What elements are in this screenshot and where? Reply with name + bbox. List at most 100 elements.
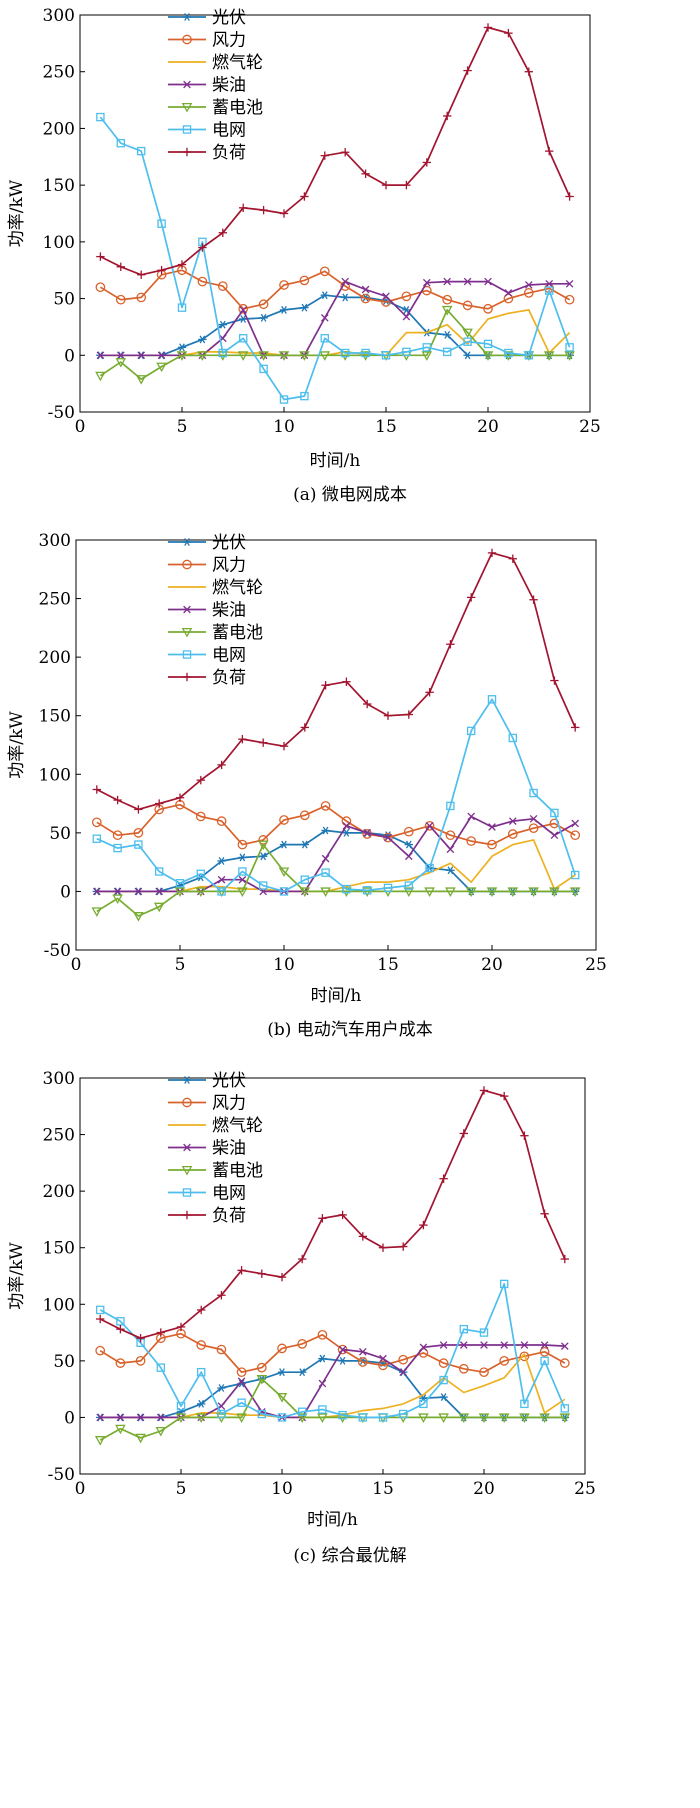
data-point xyxy=(384,833,392,842)
data-point xyxy=(155,799,164,808)
data-point xyxy=(559,1413,571,1423)
data-point xyxy=(379,1354,387,1363)
data-point xyxy=(217,760,226,770)
data-point xyxy=(550,831,559,840)
series-line xyxy=(100,26,571,276)
data-point xyxy=(484,277,492,286)
data-point xyxy=(520,1341,529,1349)
data-point xyxy=(445,830,456,841)
data-point xyxy=(459,1129,468,1138)
data-point xyxy=(92,887,101,896)
legend-item: 燃气轮 xyxy=(168,578,263,598)
legend-swatch-marker xyxy=(182,34,192,45)
y-tick-label: 200 xyxy=(43,119,75,139)
series-电网 xyxy=(96,112,574,404)
data-point xyxy=(321,681,330,690)
data-point xyxy=(218,320,227,329)
data-point xyxy=(458,1363,469,1374)
data-point xyxy=(218,348,228,358)
data-point xyxy=(257,1409,267,1419)
data-point xyxy=(539,1346,550,1357)
y-tick-label: -50 xyxy=(48,1465,75,1485)
y-tick-label: 300 xyxy=(43,1069,75,1089)
series-负荷 xyxy=(96,1086,569,1343)
data-point xyxy=(442,347,452,357)
data-point xyxy=(238,875,247,884)
y-axis-label: 功率/kW xyxy=(7,1242,27,1310)
data-point xyxy=(499,1279,509,1289)
chart-panel: 0 5 10 15 20 25-50050100150200250300时间/h功率/kW… xyxy=(7,6,601,505)
data-point xyxy=(197,351,208,361)
legend-item: 柴油 xyxy=(168,76,246,96)
data-point xyxy=(317,1329,328,1340)
data-point xyxy=(134,805,143,814)
series-line xyxy=(96,698,577,893)
data-point xyxy=(483,303,493,314)
data-point xyxy=(519,1351,530,1362)
data-point xyxy=(113,795,122,805)
data-point xyxy=(321,868,330,877)
series-line xyxy=(96,839,576,893)
figure-caption: (c) 综合最优解 xyxy=(293,1546,406,1566)
series-line xyxy=(96,815,576,893)
y-tick-label: 250 xyxy=(43,63,75,83)
data-point xyxy=(421,351,433,361)
data-point xyxy=(277,1368,287,1377)
data-point xyxy=(217,281,228,291)
data-point xyxy=(198,243,207,252)
data-point xyxy=(174,887,186,897)
data-point xyxy=(278,867,290,878)
data-point xyxy=(238,867,247,876)
data-point xyxy=(112,894,123,904)
data-point xyxy=(337,1413,348,1423)
legend-item: 负荷 xyxy=(168,143,246,163)
data-point xyxy=(299,810,310,821)
data-point xyxy=(95,1345,106,1356)
data-point xyxy=(463,337,472,346)
x-tick-label: 25 xyxy=(585,955,607,975)
data-point xyxy=(175,879,185,888)
data-point xyxy=(540,1341,549,1349)
data-point xyxy=(402,312,411,321)
data-point xyxy=(523,288,534,298)
data-point xyxy=(96,1314,105,1324)
data-point xyxy=(459,1324,469,1334)
plot-frame xyxy=(75,539,597,951)
legend-label: 光伏 xyxy=(212,1071,246,1091)
legend-swatch-marker xyxy=(182,672,192,682)
data-point xyxy=(317,1413,328,1423)
data-point xyxy=(258,881,268,890)
data-point xyxy=(300,303,309,312)
y-tick-label: -50 xyxy=(48,403,75,423)
data-point xyxy=(424,820,435,831)
data-point xyxy=(443,330,452,339)
data-point xyxy=(258,351,269,361)
data-point xyxy=(198,335,207,344)
data-point xyxy=(399,1242,408,1251)
data-point xyxy=(256,1374,268,1385)
series-柴油 xyxy=(96,1341,569,1422)
data-point xyxy=(504,348,513,358)
data-point xyxy=(422,343,432,352)
data-point xyxy=(439,1174,448,1183)
data-point xyxy=(177,260,187,269)
data-point xyxy=(439,1393,448,1401)
data-point xyxy=(297,1407,307,1416)
data-point xyxy=(442,294,453,305)
data-point xyxy=(378,1360,388,1371)
data-point xyxy=(565,280,574,288)
data-point xyxy=(363,829,372,837)
x-tick-label: 15 xyxy=(372,1479,394,1499)
data-point xyxy=(113,843,122,853)
x-axis-label: 时间/h xyxy=(310,451,361,471)
data-point xyxy=(341,148,350,157)
y-tick-label: 150 xyxy=(43,1239,75,1259)
data-point xyxy=(237,839,248,850)
legend-label: 蓄电池 xyxy=(212,1161,263,1181)
data-point xyxy=(361,285,370,294)
series-电网 xyxy=(95,1279,570,1422)
data-point xyxy=(338,1356,347,1365)
data-point xyxy=(443,111,452,121)
legend-swatch-marker xyxy=(182,1097,192,1108)
data-point xyxy=(383,883,393,893)
